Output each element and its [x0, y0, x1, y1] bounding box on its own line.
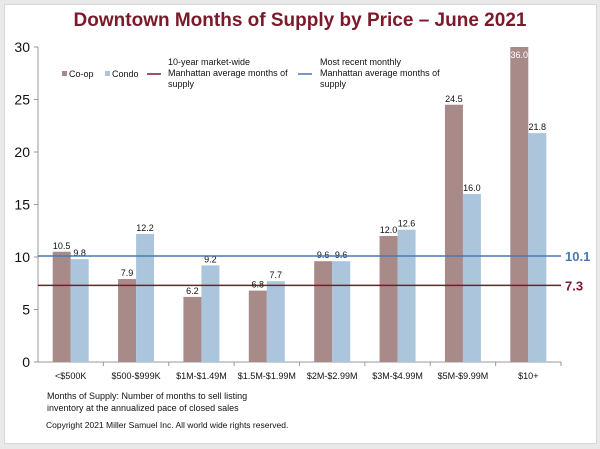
legend-label: Most recent monthly: [320, 57, 402, 67]
data-label: 6.2: [186, 286, 199, 296]
bar-co-op: [510, 47, 529, 362]
x-tick-label: $10+: [518, 371, 538, 381]
bar-co-op: [379, 236, 398, 362]
legend-label: supply: [168, 79, 195, 89]
data-label: 12.2: [136, 223, 154, 233]
bar-condo: [201, 265, 220, 362]
reference-line-label: 10.1: [565, 249, 590, 264]
legend-swatch: [105, 71, 110, 76]
y-tick-label: 25: [14, 92, 30, 108]
y-tick-label: 10: [14, 249, 30, 265]
x-tick-label: $1M-$1.49M: [176, 371, 227, 381]
data-label: 9.8: [73, 248, 86, 258]
data-label: 10.5: [53, 241, 71, 251]
legend-label: Manhattan average months of: [320, 68, 440, 78]
x-tick-label: $3M-$4.99M: [372, 371, 423, 381]
y-tick-label: 30: [14, 39, 30, 55]
x-tick-label: <$500K: [55, 371, 86, 381]
bar-co-op: [248, 290, 267, 362]
definition-note: Months of Supply: Number of months to se…: [47, 390, 247, 414]
x-tick-label: $5M-$9.99M: [438, 371, 489, 381]
x-tick-label: $500-$999K: [112, 371, 161, 381]
bar-co-op: [183, 296, 202, 362]
definition-line-2: inventory at the annualized pace of clos…: [47, 403, 239, 413]
data-label: 16.0: [463, 183, 481, 193]
definition-line-1: Months of Supply: Number of months to se…: [47, 391, 248, 401]
data-label: 7.7: [270, 270, 283, 280]
bar-co-op: [444, 104, 463, 362]
legend-label: Co-op: [69, 69, 94, 79]
legend-label: Condo: [112, 69, 139, 79]
y-tick-label: 20: [14, 144, 30, 160]
bar-condo: [528, 133, 547, 362]
copyright-note: Copyright 2021 Miller Samuel Inc. All wo…: [46, 420, 289, 430]
legend-swatch: [62, 71, 67, 76]
y-tick-label: 5: [22, 302, 30, 318]
legend-label: supply: [320, 79, 347, 89]
data-label: 7.9: [121, 268, 134, 278]
y-tick-label: 15: [14, 197, 30, 213]
data-label: 36.0: [511, 50, 529, 60]
bar-condo: [332, 261, 351, 362]
chart-card: [4, 4, 597, 444]
data-label: 21.8: [529, 122, 547, 132]
data-label: 9.2: [204, 254, 217, 264]
bar-co-op: [52, 251, 71, 362]
x-tick-label: $2M-$2.99M: [307, 371, 358, 381]
chart-title: Downtown Months of Supply by Price – Jun…: [73, 10, 527, 31]
reference-line-label: 7.3: [565, 278, 583, 293]
data-label: 24.5: [445, 94, 463, 104]
bar-co-op: [314, 261, 333, 362]
data-label: 12.6: [398, 219, 416, 229]
bar-condo: [70, 259, 89, 362]
legend-label: 10-year market-wide: [168, 57, 250, 67]
bar-co-op: [118, 279, 137, 362]
bar-condo: [397, 229, 416, 362]
bar-condo: [266, 281, 285, 362]
bar-condo: [462, 194, 481, 362]
x-tick-label: $1.5M-$1.99M: [238, 371, 296, 381]
y-tick-label: 0: [22, 354, 30, 370]
data-label: 12.0: [380, 225, 398, 235]
bar-condo: [136, 233, 155, 362]
legend-label: Manhattan average months of: [168, 68, 288, 78]
